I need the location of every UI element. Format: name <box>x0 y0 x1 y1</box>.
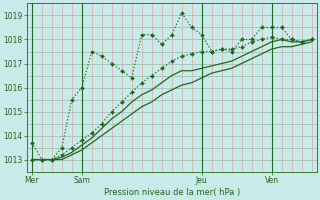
X-axis label: Pression niveau de la mer( hPa ): Pression niveau de la mer( hPa ) <box>104 188 240 197</box>
